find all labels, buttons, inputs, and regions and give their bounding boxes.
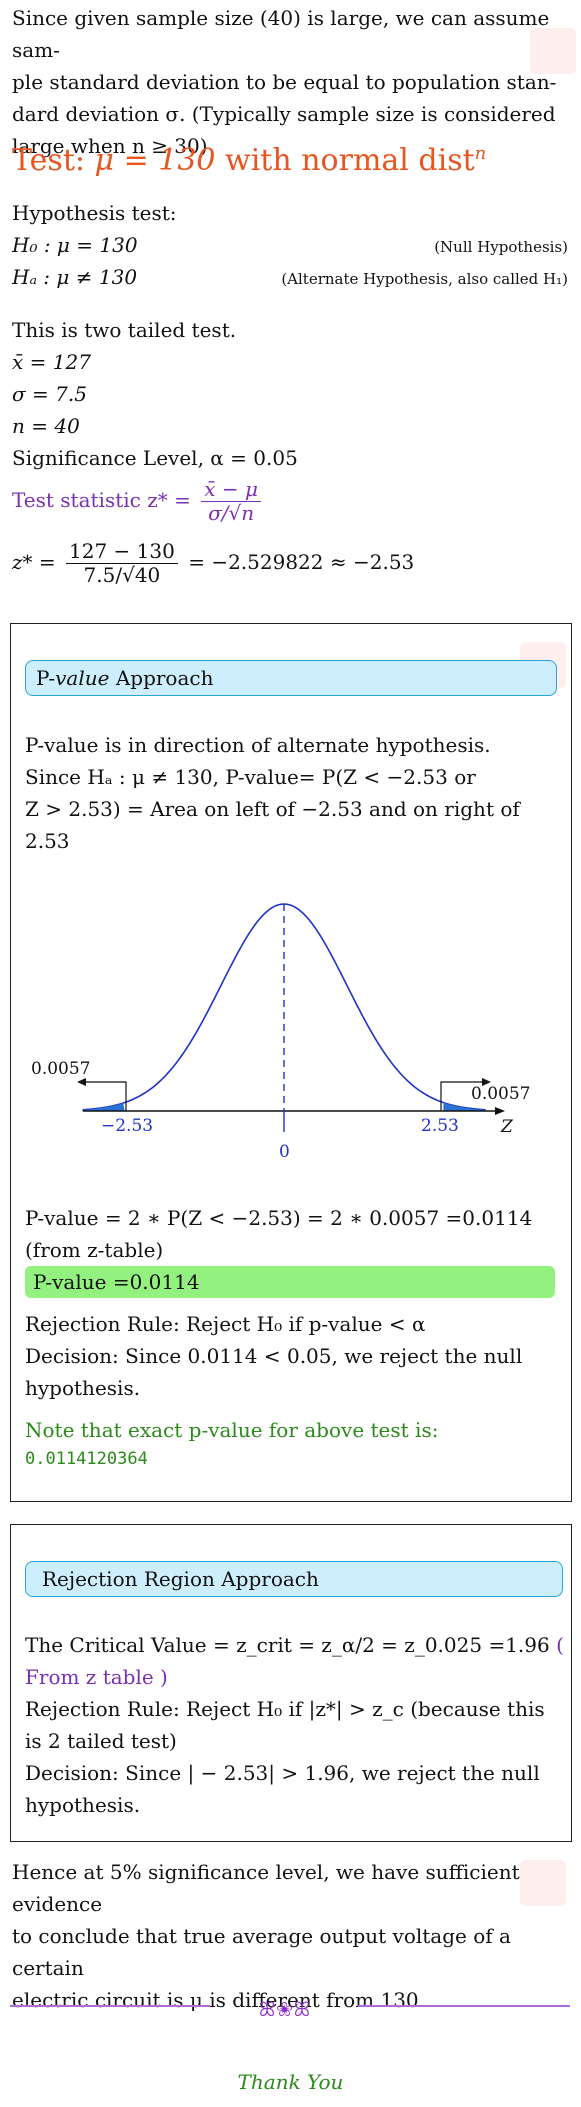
sample-size: n = 40 [12, 414, 80, 438]
decision-line: Decision: Since 0.0114 < 0.05, we reject… [25, 1344, 523, 1368]
right-tail-area [443, 1102, 486, 1111]
rejection-decision: hypothesis. [25, 1793, 141, 1817]
pvalue-approach-header: P-value Approach [25, 660, 557, 696]
rejection-region-header: Rejection Region Approach [25, 1561, 563, 1597]
pvalue-calculation: P-value = 2 ∗ P(Z < −2.53) = 2 ∗ 0.0057 … [25, 1202, 555, 1473]
rejection-rule-line: is 2 tailed test) [25, 1729, 177, 1753]
axis-label-z: Z [500, 1117, 514, 1137]
left-arrow-bracket [81, 1081, 127, 1089]
conclusion-line: electric circuit is μ is different from … [12, 1988, 419, 2012]
critical-value-paren: ( [549, 1633, 564, 1657]
test-statistic-formula: Test statistic z* = x̄ − μ σ/√n [12, 478, 568, 525]
pvalue-calc-line: P-value = 2 ∗ P(Z < −2.53) = 2 ∗ 0.0057 … [25, 1206, 533, 1230]
left-area-label: 0.0057 [31, 1059, 90, 1079]
alternate-hypothesis: Hₐ : μ ≠ 130 [12, 265, 138, 289]
exact-pvalue: 0.0114120364 [25, 1449, 148, 1469]
alternate-hypothesis-note: (Alternate Hypothesis, also called H₁) [281, 270, 568, 288]
conclusion-paragraph: Hence at 5% significance level, we have … [12, 1856, 568, 2016]
critical-value-line: The Critical Value = z_crit = z_α/2 = z_… [25, 1629, 565, 1661]
hypothesis-title: Hypothesis test: [12, 201, 177, 225]
pvalue-line: 2.53 [25, 829, 70, 853]
right-arrow-head [482, 1078, 491, 1086]
sigma-value: σ = 7.5 [12, 382, 87, 406]
pvalue-result-highlight: P-value =0.0114 [25, 1266, 555, 1298]
divider-right [358, 2005, 570, 2007]
significance-level: Significance Level, α = 0.05 [12, 446, 298, 470]
test-statistic-fraction: x̄ − μ σ/√n [201, 478, 261, 525]
test-heading-math: μ = 130 [94, 143, 216, 178]
test-statistic-calc: z* = 127 − 130 7.5/√40 = −2.529822 ≈ −2.… [12, 540, 568, 587]
rejection-decision: Decision: Since | − 2.53| > 1.96, we rej… [25, 1761, 540, 1785]
test-heading-sup: n [474, 143, 487, 164]
sample-mean: x̄ = 127 [12, 350, 91, 374]
watermark-logo [520, 1860, 566, 1906]
rejection-rule: Rejection Rule: Reject H₀ if p-value < α [25, 1312, 426, 1336]
header-p: P- [36, 666, 56, 690]
divider-left [10, 2005, 210, 2007]
normal-curve-diagram: 0.0057 0.0057 −2.53 2.53 0 Z [31, 903, 530, 1162]
header-value: value [55, 666, 110, 690]
fraction-denominator: σ/√n [208, 501, 255, 525]
pvalue-line: Z > 2.53) = Area on left of −2.53 and on… [25, 797, 520, 821]
intro-line: dard deviation σ. (Typically sample size… [12, 102, 556, 126]
test-statistic-label: Test statistic z* = [12, 488, 191, 512]
critical-value-source: From z table ) [25, 1665, 168, 1689]
intro-paragraph: Since given sample size (40) is large, w… [12, 2, 568, 162]
rejection-rule-line: Rejection Rule: Reject H₀ if |z*| > z_c … [25, 1697, 545, 1721]
curve-group [82, 903, 486, 1111]
pvalue-line: Since Hₐ : μ ≠ 130, P-value= P(Z < −2.53… [25, 765, 476, 789]
pvalue-approach-box: P-value Approach P-value is in direction… [10, 623, 572, 1502]
critical-value: The Critical Value = z_crit = z_α/2 = z_… [25, 1633, 550, 1657]
calc-denominator: 7.5/√40 [83, 563, 161, 587]
watermark-logo [530, 28, 576, 74]
left-arrow-head [77, 1078, 86, 1086]
null-hypothesis: H₀ : μ = 130 [12, 233, 138, 257]
thank-you: Thank You [237, 2070, 344, 2094]
ornament-icon: ꕤ❀ꕤ [258, 1997, 312, 2021]
calc-rhs: = −2.529822 ≈ −2.53 [188, 550, 415, 574]
right-area-label: 0.0057 [471, 1084, 530, 1104]
right-arrow-bracket [440, 1081, 487, 1089]
intro-line: Since given sample size (40) is large, w… [12, 6, 550, 62]
z-axis-arrow [495, 1107, 505, 1115]
center-tick-label: 0 [279, 1142, 290, 1162]
two-tailed-text: This is two tailed test. [12, 318, 237, 342]
pvalue-explanation: P-value is in direction of alternate hyp… [25, 729, 555, 857]
test-heading-suffix: with normal dist [215, 143, 475, 178]
rejection-region-body: The Critical Value = z_crit = z_α/2 = z_… [25, 1629, 565, 1821]
header-rest: Approach [109, 666, 214, 690]
calc-numerator: 127 − 130 [66, 540, 178, 564]
fraction-numerator: x̄ − μ [201, 478, 261, 502]
pvalue-line: P-value is in direction of alternate hyp… [25, 733, 491, 757]
left-tail-area [82, 1103, 125, 1111]
conclusion-line: to conclude that true average output vol… [12, 1924, 511, 1980]
exact-pvalue-note: Note that exact p-value for above test i… [25, 1418, 439, 1442]
right-tick-label: 2.53 [421, 1116, 459, 1136]
values-section: This is two tailed test. x̄ = 127 σ = 7.… [12, 314, 568, 474]
hypothesis-section: Hypothesis test: H₀ : μ = 130 (Null Hypo… [12, 197, 568, 293]
left-tick-label: −2.53 [101, 1116, 153, 1136]
test-heading: Test: μ = 130 with normal distn [12, 140, 568, 182]
test-heading-prefix: Test: [12, 143, 95, 178]
intro-line: large when n ≥ 30) [12, 134, 208, 158]
rejection-region-box: Rejection Region Approach The Critical V… [10, 1524, 572, 1842]
calc-lhs: z* = [12, 550, 56, 574]
decision-line: hypothesis. [25, 1376, 141, 1400]
intro-line: ple standard deviation to be equal to po… [12, 70, 557, 94]
conclusion-line: Hence at 5% significance level, we have … [12, 1860, 520, 1916]
null-hypothesis-note: (Null Hypothesis) [434, 238, 568, 256]
pvalue-calc-source: (from z-table) [25, 1238, 164, 1262]
calc-fraction: 127 − 130 7.5/√40 [66, 540, 178, 587]
